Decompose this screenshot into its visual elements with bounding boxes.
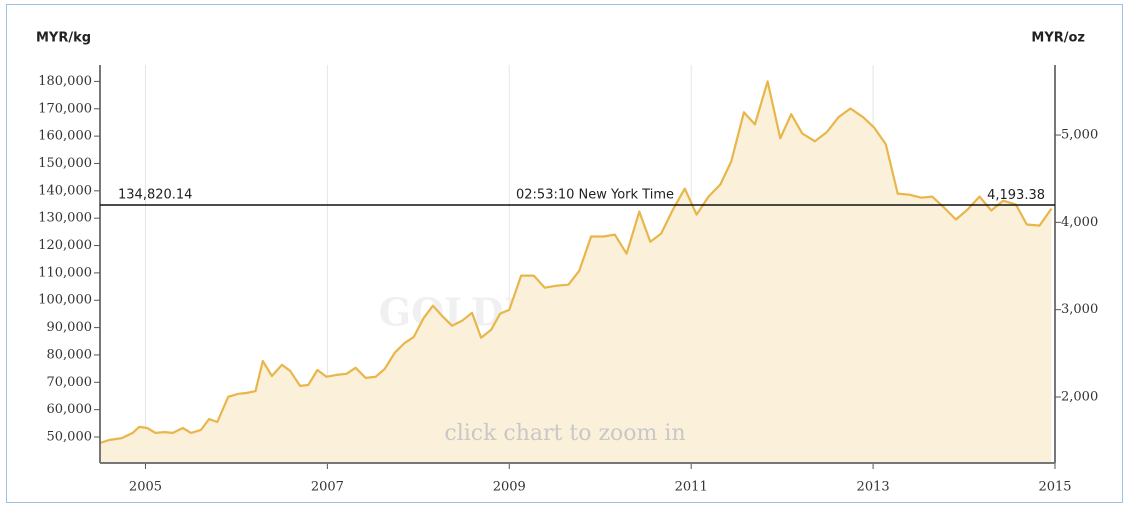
crosshair-label: 134,820.14	[118, 187, 192, 202]
y-tick-label: 50,000	[47, 430, 93, 445]
area	[100, 81, 1052, 464]
x-tick-label: 2011	[675, 480, 708, 495]
x-tick-label: 2013	[857, 480, 890, 495]
y-tick-label: 180,000	[38, 74, 92, 89]
y-tick-label: 140,000	[38, 183, 92, 198]
y-tick-label: 90,000	[47, 320, 93, 335]
x-tick-label: 2005	[129, 480, 162, 495]
y-tick-label: 100,000	[38, 293, 92, 308]
y-tick-label: 60,000	[47, 402, 93, 417]
y-tick-label: 80,000	[47, 347, 93, 362]
x-tick-label: 2009	[493, 480, 526, 495]
y-tick-label: 70,000	[47, 375, 93, 390]
crosshair-y2-label: 4,193.38	[987, 188, 1045, 203]
y2-tick-label: 2,000	[1061, 389, 1098, 404]
y-tick-label: 150,000	[38, 156, 92, 171]
y-tick-label: 130,000	[38, 211, 92, 226]
y2-tick-label: 4,000	[1061, 215, 1098, 230]
x-tick-label: 2007	[311, 480, 344, 495]
y2-axis-label: MYR/oz	[1031, 31, 1085, 46]
hint: click chart to zoom in	[444, 421, 685, 446]
y2-tick-label: 5,000	[1061, 128, 1098, 143]
y-tick-label: 160,000	[38, 129, 92, 144]
line	[99, 80, 1053, 445]
y-tick-label: 170,000	[38, 101, 92, 116]
crosshair-time: 02:53:10 New York Time	[516, 187, 674, 202]
y-tick-label: 120,000	[38, 238, 92, 253]
y-axis-label: MYR/kg	[36, 31, 91, 46]
y2-tick-label: 3,000	[1061, 302, 1098, 317]
x-tick-label: 2015	[1038, 480, 1071, 495]
y-tick-label: 110,000	[38, 265, 92, 280]
